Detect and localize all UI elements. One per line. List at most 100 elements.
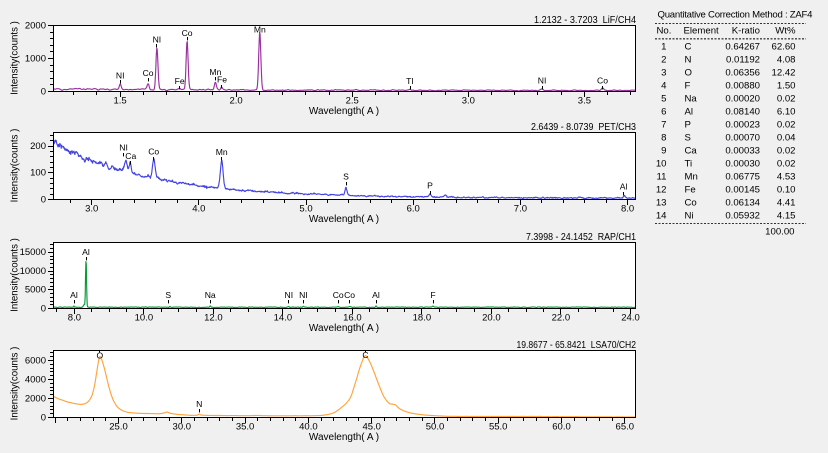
svg-text:100.00: 100.00 [765, 227, 794, 238]
svg-text:25.0: 25.0 [109, 422, 128, 433]
svg-text:Co: Co [148, 147, 159, 157]
svg-text:S: S [165, 290, 171, 300]
svg-text:6.10: 6.10 [777, 106, 796, 117]
svg-text:Al: Al [70, 290, 78, 300]
svg-text:6: 6 [661, 106, 666, 117]
svg-text:Ca: Ca [125, 151, 136, 161]
svg-text:22.0: 22.0 [552, 313, 571, 324]
svg-text:10.0: 10.0 [135, 313, 154, 324]
svg-text:0.00145: 0.00145 [725, 184, 760, 195]
svg-text:Al: Al [82, 247, 90, 257]
svg-text:4: 4 [661, 80, 667, 91]
svg-text:K-ratio: K-ratio [732, 26, 760, 37]
svg-text:Intensity(counts ): Intensity(counts ) [10, 238, 21, 312]
svg-text:0.06134: 0.06134 [725, 197, 760, 208]
svg-text:16.0: 16.0 [343, 313, 362, 324]
svg-text:2.6439 - 8.0739 PET/CH3: 2.6439 - 8.0739 PET/CH3 [531, 122, 636, 133]
svg-text:62.60: 62.60 [771, 41, 795, 52]
svg-text:10000: 10000 [20, 266, 46, 277]
svg-text:C: C [362, 350, 368, 360]
svg-text:18.0: 18.0 [413, 313, 432, 324]
svg-text:20.0: 20.0 [482, 313, 501, 324]
svg-text:Co: Co [344, 290, 355, 300]
svg-text:6.0: 6.0 [407, 204, 420, 215]
svg-text:Wt%: Wt% [775, 26, 796, 37]
svg-text:1.5: 1.5 [113, 96, 126, 107]
svg-text:0.00030: 0.00030 [725, 158, 760, 169]
svg-text:12.42: 12.42 [771, 67, 795, 78]
svg-text:0.04: 0.04 [777, 132, 796, 143]
svg-text:N: N [196, 399, 202, 409]
svg-text:C: C [685, 41, 692, 52]
svg-text:4.08: 4.08 [777, 54, 796, 65]
svg-text:0: 0 [41, 86, 46, 97]
svg-text:Wavelength( A ): Wavelength( A ) [309, 106, 379, 117]
svg-text:Intensity(counts ): Intensity(counts ) [10, 129, 21, 203]
svg-text:Co: Co [182, 28, 193, 38]
svg-text:O: O [685, 67, 692, 78]
svg-text:P: P [685, 119, 691, 130]
svg-text:No.: No. [657, 26, 672, 37]
svg-text:3.5: 3.5 [578, 96, 591, 107]
svg-text:Co: Co [597, 76, 608, 86]
svg-text:5: 5 [661, 93, 666, 104]
svg-text:12: 12 [656, 184, 667, 195]
svg-text:11: 11 [657, 171, 667, 182]
svg-text:NI: NI [119, 143, 128, 153]
svg-text:7.3998 - 24.1452 RAP/CH1: 7.3998 - 24.1452 RAP/CH1 [526, 232, 636, 243]
svg-text:Intensity(counts ): Intensity(counts ) [10, 21, 21, 95]
svg-text:4.53: 4.53 [777, 171, 796, 182]
svg-text:24.0: 24.0 [621, 313, 640, 324]
svg-text:4.15: 4.15 [777, 210, 796, 221]
svg-text:0.00023: 0.00023 [725, 119, 760, 130]
svg-text:0.06775: 0.06775 [725, 171, 760, 182]
svg-text:Al: Al [620, 181, 628, 191]
svg-text:O: O [97, 350, 104, 360]
svg-text:4000: 4000 [25, 374, 46, 385]
svg-text:0.02: 0.02 [777, 145, 796, 156]
svg-text:NI: NI [116, 70, 125, 80]
svg-text:N: N [685, 54, 692, 65]
svg-text:0.01192: 0.01192 [726, 54, 760, 65]
svg-text:1.50: 1.50 [777, 80, 796, 91]
svg-text:Al: Al [372, 290, 380, 300]
svg-text:14.0: 14.0 [274, 313, 293, 324]
svg-text:S: S [685, 132, 691, 143]
svg-text:4.41: 4.41 [777, 197, 796, 208]
svg-text:NI: NI [299, 290, 308, 300]
svg-text:Mn: Mn [216, 147, 228, 157]
svg-text:F: F [685, 80, 691, 91]
svg-text:5000: 5000 [25, 285, 46, 296]
svg-text:NI: NI [285, 290, 294, 300]
svg-text:3.0: 3.0 [462, 96, 475, 107]
svg-text:0: 0 [41, 303, 46, 314]
svg-text:3.0: 3.0 [85, 204, 98, 215]
svg-text:Al: Al [685, 106, 694, 117]
svg-text:Mn: Mn [685, 171, 698, 182]
svg-text:0.10: 0.10 [777, 184, 796, 195]
svg-text:0.00020: 0.00020 [725, 93, 760, 104]
svg-text:0.00070: 0.00070 [725, 132, 760, 143]
svg-text:Mn: Mn [254, 24, 266, 34]
svg-text:8.0: 8.0 [68, 313, 81, 324]
svg-text:Wavelength( A ): Wavelength( A ) [309, 432, 379, 443]
svg-text:0.02: 0.02 [777, 158, 796, 169]
svg-text:0.64267: 0.64267 [725, 41, 760, 52]
svg-text:1000: 1000 [25, 53, 46, 64]
svg-text:15000: 15000 [20, 247, 46, 258]
svg-text:4.0: 4.0 [192, 204, 205, 215]
svg-text:0: 0 [41, 412, 46, 423]
svg-text:45.0: 45.0 [362, 422, 381, 433]
svg-text:14: 14 [656, 210, 667, 221]
svg-text:7: 7 [661, 119, 666, 130]
svg-text:S: S [343, 172, 349, 182]
svg-text:Na: Na [685, 93, 698, 104]
svg-text:65.0: 65.0 [616, 422, 635, 433]
svg-text:100: 100 [30, 168, 46, 179]
svg-text:Mn: Mn [209, 67, 221, 77]
svg-text:Ni: Ni [685, 210, 694, 221]
svg-text:1: 1 [661, 41, 666, 52]
svg-text:6000: 6000 [25, 355, 46, 366]
svg-text:Co: Co [333, 290, 344, 300]
svg-text:5.0: 5.0 [299, 204, 312, 215]
